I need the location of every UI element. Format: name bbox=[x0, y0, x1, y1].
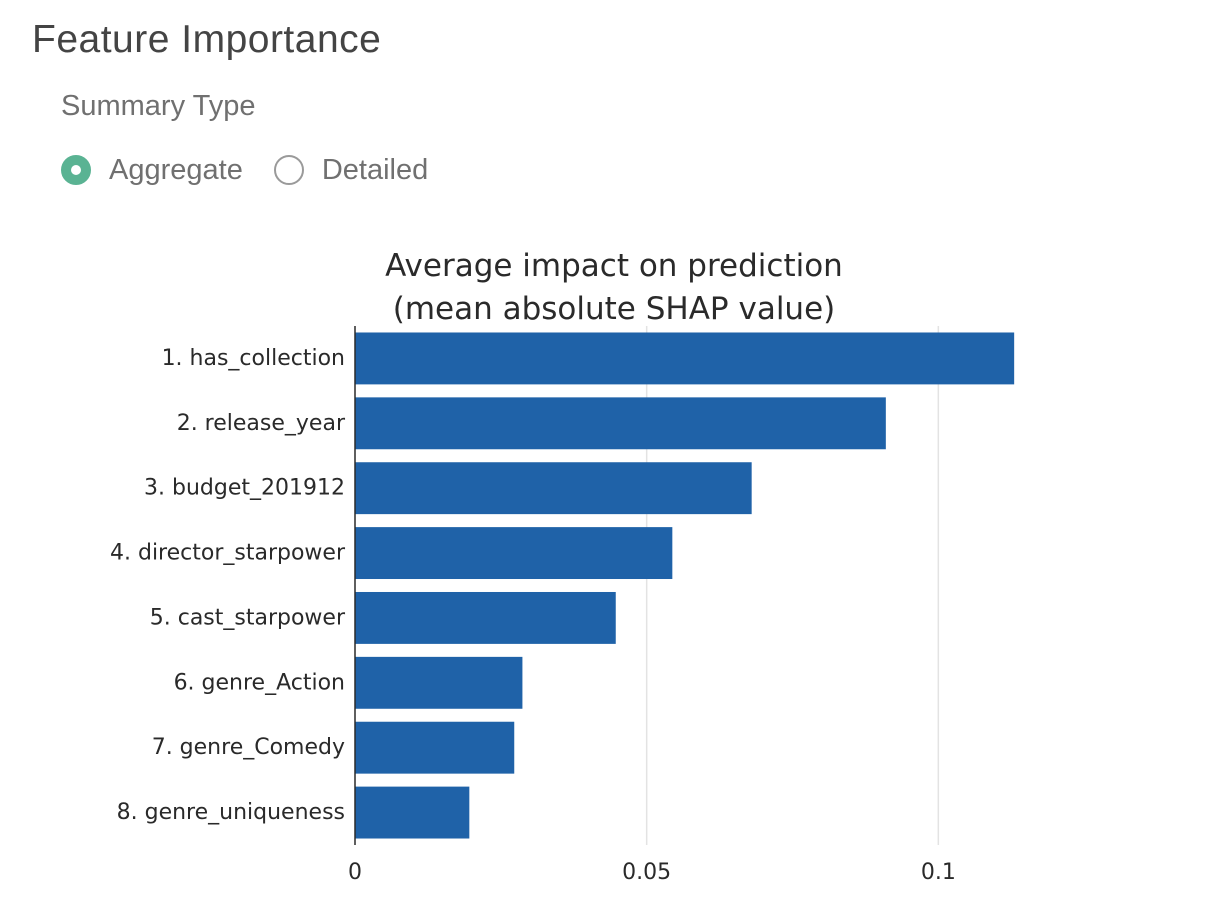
bar-1[interactable] bbox=[355, 332, 1015, 385]
category-label-4: 4. director_starpower bbox=[110, 541, 346, 566]
x-tick-label-1: 0.05 bbox=[622, 860, 671, 885]
summary-type-radio-group: Aggregate Detailed bbox=[61, 152, 459, 188]
bar-2[interactable] bbox=[355, 397, 886, 450]
bar-6[interactable] bbox=[355, 656, 523, 709]
bar-8[interactable] bbox=[355, 786, 470, 839]
category-label-1: 1. has_collection bbox=[162, 346, 345, 371]
chart-title-line-1: Average impact on prediction bbox=[385, 248, 843, 284]
category-label-6: 6. genre_Action bbox=[174, 670, 345, 695]
page-title: Feature Importance bbox=[32, 18, 382, 61]
category-label-5: 5. cast_starpower bbox=[150, 605, 346, 630]
summary-type-label: Summary Type bbox=[61, 90, 256, 122]
axis-layer: 1. has_collection 2. release_year 3. budge… bbox=[110, 326, 956, 885]
category-label-2: 2. release_year bbox=[177, 411, 346, 436]
chart-title-line-2: (mean absolute SHAP value) bbox=[393, 291, 836, 327]
bar-4[interactable] bbox=[355, 527, 673, 580]
bar-5[interactable] bbox=[355, 591, 616, 644]
radio-option-aggregate[interactable]: Aggregate bbox=[61, 154, 243, 187]
bar-layer bbox=[355, 332, 1015, 839]
radio-label-detailed: Detailed bbox=[321, 153, 429, 186]
radio-checked-icon[interactable] bbox=[61, 155, 91, 185]
category-label-7: 7. genre_Comedy bbox=[152, 735, 345, 760]
category-label-8: 8. genre_uniqueness bbox=[117, 800, 345, 825]
bar-7[interactable] bbox=[355, 721, 515, 774]
radio-unchecked-icon[interactable] bbox=[273, 155, 304, 185]
chart-title: Average impact on prediction (mean absolu… bbox=[385, 248, 843, 327]
x-tick-label-2: 0.1 bbox=[921, 860, 956, 885]
radio-label-aggregate: Aggregate bbox=[109, 153, 243, 186]
x-tick-label-0: 0 bbox=[348, 860, 362, 885]
category-label-3: 3. budget_201912 bbox=[144, 476, 345, 501]
radio-option-detailed[interactable]: Detailed bbox=[273, 153, 429, 187]
bar-3[interactable] bbox=[355, 462, 752, 515]
